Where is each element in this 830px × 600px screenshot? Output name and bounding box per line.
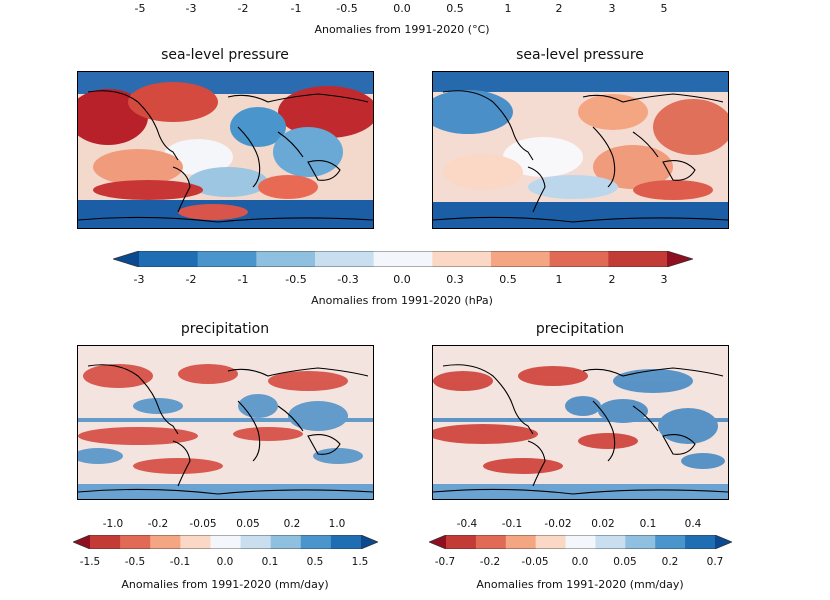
colorbar-segment <box>373 251 433 267</box>
precip-left-title: precipitation <box>180 321 270 337</box>
slp-tick: -0.5 <box>285 273 307 286</box>
colorbar-segment <box>549 251 609 267</box>
slp-tick: 3 <box>660 273 668 286</box>
slp-tick: -2 <box>185 273 197 286</box>
top-tick: -0.5 <box>336 2 358 15</box>
precip-left-lower-tick: 1.5 <box>351 556 369 568</box>
precip-left-lower-tick: 0.1 <box>261 556 279 568</box>
colorbar-extend-low <box>429 535 446 549</box>
colorbar-segment <box>655 535 686 549</box>
precip-left-upper-tick: -1.0 <box>102 518 124 530</box>
top-tick: 2 <box>555 2 563 15</box>
colorbar-segment <box>256 251 316 267</box>
colorbar-segment <box>446 535 477 549</box>
colorbar-extend-low <box>113 251 139 267</box>
precip-right-lower-tick: -0.7 <box>434 556 456 568</box>
precip-right-upper-tick: -0.02 <box>544 518 572 530</box>
slp-tick: -3 <box>133 273 145 286</box>
slp-tick: 0.0 <box>393 273 411 286</box>
top-tick: -5 <box>134 2 146 15</box>
precip-right-title: precipitation <box>535 321 625 337</box>
colorbar-segment <box>432 251 492 267</box>
precip-left-upper-tick: -0.2 <box>147 518 169 530</box>
precip-right-lower-tick: 0.05 <box>613 556 637 568</box>
colorbar-segment <box>180 535 211 549</box>
top-tick: 0.0 <box>393 2 411 15</box>
slp-tick: 0.3 <box>446 273 464 286</box>
colorbar-segment <box>300 535 332 549</box>
colorbar-segment <box>608 251 668 267</box>
colorbar-extend-high <box>361 535 378 549</box>
colorbar-segment <box>150 535 181 549</box>
colorbar-segment <box>565 535 596 549</box>
precip-left-lower-tick: -1.5 <box>79 556 101 568</box>
precip-right-colorbar-caption: Anomalies from 1991-2020 (mm/day) <box>476 578 684 591</box>
colorbar-segment <box>685 535 716 549</box>
precip-right-upper-tick: -0.1 <box>501 518 523 530</box>
precip-left-upper-tick: -0.05 <box>189 518 217 530</box>
precip-left-map <box>77 345 374 500</box>
slp-tick: 2 <box>608 273 616 286</box>
precip-right-upper-tick: 0.1 <box>639 518 657 530</box>
top-tick: 3 <box>608 2 616 15</box>
top-tick: 0.5 <box>446 2 464 15</box>
slp-tick: 1 <box>555 273 563 286</box>
colorbar-segment <box>491 251 551 267</box>
slp-tick: -0.3 <box>337 273 359 286</box>
slp-left-title: sea-level pressure <box>161 47 289 63</box>
colorbar-segment <box>240 535 272 549</box>
precip-right-lower-tick: -0.05 <box>521 556 549 568</box>
top-tick: -3 <box>185 2 197 15</box>
slp-colorbar <box>111 250 695 268</box>
precip-right-lower-tick: 0.2 <box>661 556 679 568</box>
colorbar-segment <box>535 535 567 549</box>
colorbar-extend-low <box>73 535 90 549</box>
precip-right-colorbar <box>427 534 734 550</box>
precip-left-upper-tick: 1.0 <box>328 518 346 530</box>
slp-left-map <box>77 71 374 229</box>
colorbar-segment <box>270 535 302 549</box>
precip-right-upper-tick: -0.4 <box>456 518 478 530</box>
top-tick: -1 <box>290 2 302 15</box>
precip-left-lower-tick: -0.5 <box>124 556 146 568</box>
colorbar-segment <box>625 535 656 549</box>
precip-left-colorbar-caption: Anomalies from 1991-2020 (mm/day) <box>121 578 329 591</box>
colorbar-extend-high <box>667 251 693 267</box>
top-tick: -2 <box>237 2 249 15</box>
top-tick: 1 <box>504 2 512 15</box>
precip-right-map <box>432 345 729 500</box>
slp-right-title: sea-level pressure <box>516 47 644 63</box>
colorbar-segment <box>505 535 537 549</box>
top-colorbar-caption: Anomalies from 1991-2020 (°C) <box>314 23 490 36</box>
colorbar-segment <box>475 535 507 549</box>
precip-left-upper-tick: 0.05 <box>236 518 260 530</box>
colorbar-extend-high <box>715 535 732 549</box>
precip-left-lower-tick: 0.0 <box>216 556 234 568</box>
colorbar-segment <box>595 535 626 549</box>
colorbar-segment <box>120 535 151 549</box>
colorbar-segment <box>90 535 121 549</box>
precip-right-lower-tick: -0.2 <box>479 556 501 568</box>
precip-right-lower-tick: 0.0 <box>571 556 589 568</box>
precip-right-upper-tick: 0.4 <box>684 518 702 530</box>
slp-tick: -1 <box>237 273 249 286</box>
colorbar-segment <box>315 251 375 267</box>
precip-left-lower-tick: 0.5 <box>306 556 324 568</box>
colorbar-segment <box>139 251 199 267</box>
precip-left-upper-tick: 0.2 <box>283 518 301 530</box>
precip-right-lower-tick: 0.7 <box>706 556 724 568</box>
slp-colorbar-caption: Anomalies from 1991-2020 (hPa) <box>311 294 493 307</box>
colorbar-segment <box>210 535 242 549</box>
slp-right-map <box>432 71 729 229</box>
precip-left-colorbar <box>71 534 380 550</box>
precip-left-lower-tick: -0.1 <box>169 556 191 568</box>
slp-tick: 0.5 <box>499 273 517 286</box>
colorbar-segment <box>197 251 257 267</box>
precip-right-upper-tick: 0.02 <box>591 518 615 530</box>
top-tick: 5 <box>660 2 668 15</box>
colorbar-segment <box>330 535 362 549</box>
